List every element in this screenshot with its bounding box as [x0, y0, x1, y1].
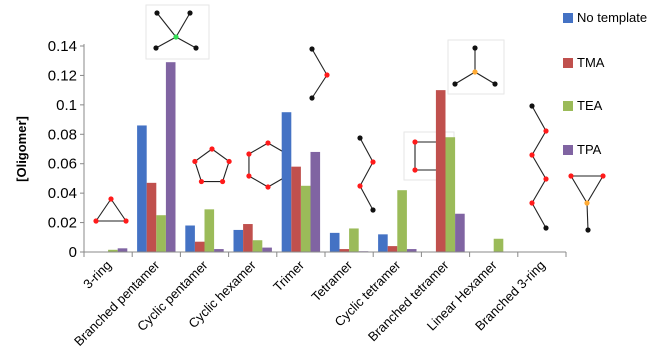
- bar-tpa-6: [406, 249, 417, 252]
- bar-no-template-6: [378, 234, 388, 252]
- branched-tetramer-icon: [447, 39, 505, 95]
- legend-label: TEA: [577, 98, 603, 113]
- bar-no-template-4: [281, 112, 292, 253]
- tetramer-chain-icon: [357, 135, 376, 213]
- legend-swatch: [563, 101, 573, 111]
- y-tick-label: 0.14: [48, 38, 77, 55]
- bar-tea-1: [156, 215, 166, 252]
- y-tick-label: 0.06: [48, 156, 77, 173]
- x-category-label: Tetramer: [308, 257, 355, 304]
- legend-item-tpa: TPA: [563, 142, 602, 157]
- bar-no-template-5: [329, 232, 340, 252]
- linear-hexamer-icon: [529, 103, 549, 231]
- trimer-chain-icon: [309, 46, 330, 101]
- legend-item-tma: TMA: [563, 55, 605, 70]
- bar-tea-7: [445, 137, 456, 252]
- y-tick-label: 0.1: [56, 97, 77, 114]
- bar-tea-0: [108, 249, 118, 252]
- legend-label: No template: [577, 10, 647, 25]
- legend-swatch: [563, 145, 573, 155]
- bar-tea-2: [204, 209, 215, 252]
- legend-label: TMA: [577, 55, 605, 70]
- branched-3-ring-icon: [568, 173, 606, 233]
- bar-tma-5: [339, 249, 350, 252]
- branched-pentamer-icon: [145, 4, 210, 60]
- y-tick-label: 0: [69, 244, 77, 261]
- bar-tea-8: [493, 238, 504, 252]
- bar-tma-6: [387, 246, 398, 252]
- legend-item-tea: TEA: [563, 98, 603, 113]
- bar-tpa-0: [117, 248, 128, 252]
- bar-tpa-3: [262, 247, 272, 252]
- bar-tpa-7: [455, 213, 465, 252]
- bar-tma-3: [243, 224, 253, 252]
- x-category-label: Branched tetramer: [365, 257, 452, 344]
- legend-label: TPA: [577, 142, 602, 157]
- bar-no-template-1: [137, 125, 147, 252]
- legend: No template TMA TEA TPA: [563, 10, 647, 157]
- x-category-label: Trimer: [270, 257, 307, 294]
- bar-tea-4: [300, 185, 311, 252]
- bar-tpa-2: [214, 249, 224, 252]
- bar-tea-3: [252, 240, 263, 252]
- y-tick-label: 0.04: [48, 185, 77, 202]
- y-tick-label: 0.08: [48, 126, 77, 143]
- x-category-label: Branched pentamer: [71, 257, 163, 349]
- bar-tpa-4: [310, 151, 321, 252]
- x-category-label: 3-ring: [80, 258, 114, 292]
- legend-item-no-template: No template: [563, 10, 647, 25]
- legend-swatch: [563, 58, 573, 68]
- molecule-icons: [93, 4, 606, 233]
- legend-swatch: [563, 13, 573, 23]
- triangle-ring-icon: [93, 196, 129, 224]
- bar-tea-5: [349, 228, 359, 252]
- pentagon-ring-icon: [192, 146, 232, 185]
- bars-layer: [108, 62, 504, 253]
- bar-no-template-3: [233, 229, 244, 252]
- bar-tma-1: [146, 182, 157, 252]
- y-axis-title: [Oligomer]: [14, 116, 29, 182]
- bar-no-template-2: [185, 225, 195, 252]
- bar-tma-7: [435, 90, 446, 252]
- y-tick-label: 0.12: [48, 67, 77, 84]
- bar-tma-4: [291, 166, 301, 252]
- y-tick-label: 0.02: [48, 215, 77, 232]
- bar-tma-2: [194, 241, 205, 252]
- bar-tea-6: [397, 190, 407, 252]
- bar-tpa-1: [165, 62, 176, 252]
